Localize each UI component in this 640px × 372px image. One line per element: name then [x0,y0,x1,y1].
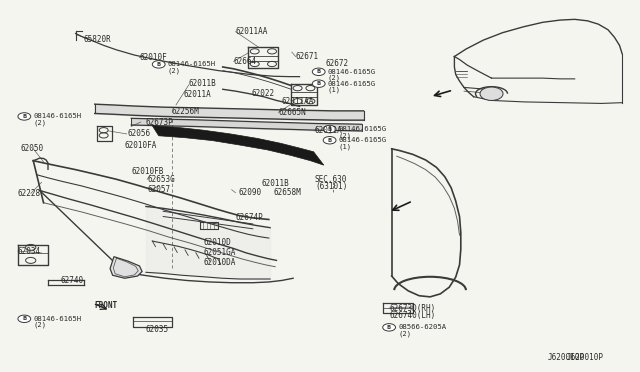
Text: (2): (2) [398,330,412,337]
Circle shape [18,315,31,323]
Text: 62010F: 62010F [140,53,167,62]
Text: 08146-6165H: 08146-6165H [33,316,81,322]
Text: 08146-6165G: 08146-6165G [339,137,387,143]
Text: 626740(LH): 626740(LH) [389,311,435,320]
Text: 62256M: 62256M [172,107,199,116]
Circle shape [18,113,31,120]
Text: (1): (1) [339,143,352,150]
Text: (2): (2) [328,75,341,81]
Text: 62011AA: 62011AA [282,97,314,106]
Text: 62653G: 62653G [147,175,175,184]
Text: (2): (2) [33,322,47,328]
Text: 62011A: 62011A [184,90,211,99]
Text: 62674P: 62674P [236,213,263,222]
Text: 08566-6205A: 08566-6205A [398,324,446,330]
Text: 08146-6165H: 08146-6165H [33,113,81,119]
Text: 62051GA: 62051GA [204,248,236,257]
Circle shape [323,125,336,133]
Text: FRONT: FRONT [95,301,118,310]
Text: 62011B: 62011B [189,79,216,88]
Text: 08146-6165H: 08146-6165H [168,61,216,67]
Text: (63101): (63101) [315,182,348,191]
Text: 62665N: 62665N [278,108,306,117]
Text: (2): (2) [339,132,352,139]
Text: B: B [317,81,321,86]
Text: 62671: 62671 [296,52,319,61]
Text: 62035: 62035 [146,325,169,334]
Text: 62658M: 62658M [274,188,301,197]
Text: 62011B: 62011B [261,179,289,187]
Text: B: B [387,325,391,330]
Text: 62010D: 62010D [204,238,231,247]
Circle shape [152,61,165,68]
Text: 62057: 62057 [147,185,170,194]
Text: B: B [328,126,332,132]
Text: 65820R: 65820R [83,35,111,44]
Text: 08146-6165G: 08146-6165G [328,69,376,75]
Text: B: B [22,114,26,119]
Text: 62673P: 62673P [146,118,173,126]
Circle shape [312,80,325,87]
Text: 62056: 62056 [128,129,151,138]
Text: (2): (2) [168,67,181,74]
Text: J620010P: J620010P [548,353,585,362]
Text: B: B [317,69,321,74]
Text: 62010DA: 62010DA [204,258,236,267]
Text: B: B [22,316,26,321]
Text: B: B [157,62,161,67]
Text: (2): (2) [33,119,47,126]
Text: 62664: 62664 [234,57,257,66]
Text: B: B [328,138,332,143]
Circle shape [383,324,396,331]
Text: 62010FA: 62010FA [125,141,157,150]
Text: 62050: 62050 [20,144,44,153]
Text: 08146-6165G: 08146-6165G [328,81,376,87]
Polygon shape [152,126,324,165]
Text: 62673D(RH): 62673D(RH) [389,304,435,312]
Circle shape [480,87,503,100]
Text: 62090: 62090 [238,188,261,197]
Text: 62672: 62672 [325,60,348,68]
Text: 62011AA: 62011AA [236,27,268,36]
Text: 62010FB: 62010FB [131,167,164,176]
Text: 62740: 62740 [61,276,84,285]
Text: 08146-6165G: 08146-6165G [339,126,387,132]
Text: 62034: 62034 [18,247,41,256]
Text: J620010P: J620010P [566,353,604,362]
Text: SEC.630: SEC.630 [315,175,348,184]
Circle shape [323,137,336,144]
Text: 62022: 62022 [252,89,275,97]
Text: (1): (1) [328,87,341,93]
Text: 62011A: 62011A [315,126,342,135]
Text: 62228: 62228 [18,189,41,198]
Circle shape [312,68,325,76]
Polygon shape [110,257,142,278]
